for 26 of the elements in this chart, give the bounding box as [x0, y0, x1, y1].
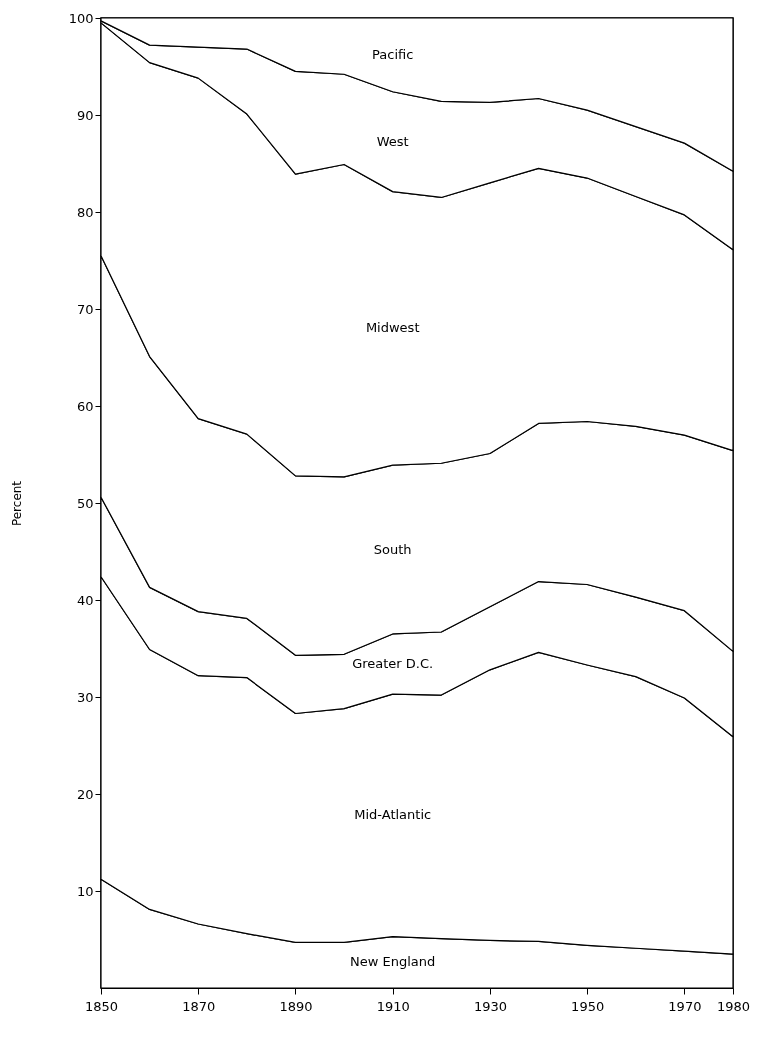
y-tick-label: 20: [76, 786, 94, 802]
y-tick-label: 70: [76, 301, 94, 317]
x-tick-label: 1890: [279, 998, 313, 1014]
series-label: West: [376, 133, 409, 149]
series-label: South: [373, 541, 412, 557]
series-label: New England: [350, 954, 436, 970]
x-tick-label: 1980: [716, 998, 751, 1014]
x-tick-label: 1870: [182, 998, 216, 1014]
x-tick-label: 1910: [376, 998, 410, 1014]
y-tick-label: 90: [76, 107, 94, 123]
series-label: Mid-Atlantic: [354, 807, 432, 823]
y-tick-label: 50: [76, 495, 94, 511]
series-label: Pacific: [372, 46, 414, 62]
x-tick-label: 1950: [571, 998, 605, 1014]
y-tick-label: 30: [76, 689, 94, 705]
y-tick-label: 10: [76, 883, 94, 899]
x-tick-label: 1930: [473, 998, 507, 1014]
y-tick-label: 60: [76, 398, 94, 414]
series-label: Greater D.C.: [352, 656, 434, 672]
y-tick-label: 40: [76, 592, 94, 608]
y-tick-label: 80: [76, 204, 94, 220]
y-axis-title: Percent: [9, 480, 24, 527]
x-tick-label: 1850: [84, 998, 119, 1014]
y-tick-label: 100: [68, 10, 94, 26]
x-tick-label: 1970: [668, 998, 702, 1014]
series-label: Midwest: [365, 320, 420, 336]
